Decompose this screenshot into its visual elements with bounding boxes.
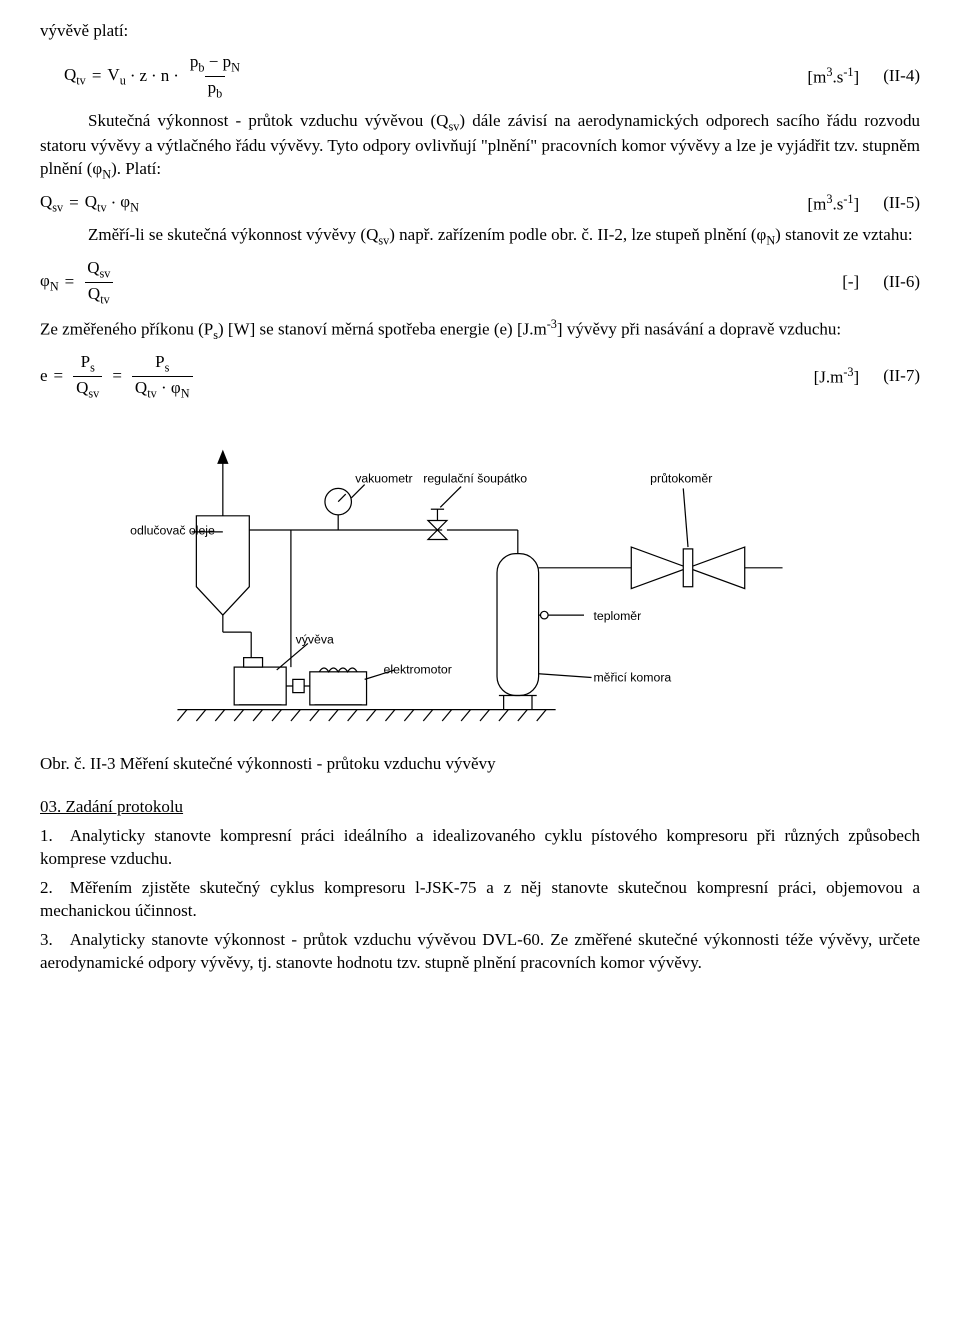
label-prutokomer: průtokoměr	[650, 472, 712, 486]
eq4-dot1: ·	[130, 65, 136, 88]
eq5-eq: =	[69, 192, 79, 215]
eq7-e: e	[40, 365, 48, 388]
eq5-q1: Qsv	[40, 191, 63, 216]
eq4-tag: (II-4)	[883, 65, 920, 88]
eq4-q: Qtv	[64, 64, 86, 89]
eq4-fraction: pb − pN pb	[187, 51, 243, 102]
label-odlucovac: odlučovač oleje	[130, 524, 215, 538]
eq5-unit: [m3.s-1]	[807, 191, 859, 217]
eq7-frac2: Ps Qtv · φN	[132, 351, 193, 402]
eq7-frac1: Ps Qsv	[73, 351, 102, 402]
para-3: Ze změřeného příkonu (Ps) [W] se stanoví…	[40, 316, 920, 344]
eq6-unit: [-]	[842, 271, 859, 294]
eq4-n: n	[161, 65, 170, 88]
task-3: 3. Analyticky stanovte výkonnost - průto…	[40, 929, 920, 975]
eq6-tag: (II-6)	[883, 271, 920, 294]
valve-icon	[428, 509, 447, 539]
eq4-unit: [m3.s-1]	[807, 64, 859, 90]
eq7-unit: [J.m-3]	[814, 364, 860, 390]
equation-ii-4: Qtv = Vu · z · n · pb − pN pb [m3.s-1] (…	[40, 51, 920, 102]
label-komora: měřicí komora	[593, 670, 671, 684]
eq4-z: z	[139, 65, 147, 88]
task-1: 1. Analyticky stanovte kompresní práci i…	[40, 825, 920, 871]
para-1: Skutečná výkonnost - průtok vzduchu vývě…	[40, 110, 920, 183]
eq5-dot: ·	[111, 192, 117, 215]
figure-ii-3: .st { stroke:#000; stroke-width:1.3; fil…	[40, 426, 920, 745]
eq5-q2: Qtv	[85, 191, 107, 216]
eq6-phi: φN	[40, 270, 59, 295]
intro-line: vývěvě platí:	[40, 20, 920, 43]
figure-caption: Obr. č. II-3 Měření skutečné výkonnosti …	[40, 753, 920, 776]
equation-ii-7: e = Ps Qsv = Ps Qtv · φN [J.m-3] (II-7)	[40, 351, 920, 402]
eq5-phi: φN	[120, 191, 139, 216]
para-2: Změří-li se skutečná výkonnost vývěvy (Q…	[40, 224, 920, 249]
eq5-tag: (II-5)	[883, 192, 920, 215]
label-vakuometr: vakuometr	[355, 472, 412, 486]
section-heading: 03. Zadání protokolu	[40, 797, 183, 816]
label-teplomer: teploměr	[593, 609, 641, 623]
task-2: 2. Měřením zjistěte skutečný cyklus komp…	[40, 877, 920, 923]
eq4-dot3: ·	[173, 65, 179, 88]
eq7-eq2: =	[112, 365, 122, 388]
eq6-eq: =	[65, 271, 75, 294]
eq6-fraction: Qsv Qtv	[84, 257, 113, 308]
eq4-dot2: ·	[151, 65, 157, 88]
eq7-tag: (II-7)	[883, 365, 920, 388]
equation-ii-6: φN = Qsv Qtv [-] (II-6)	[40, 257, 920, 308]
eq7-eq1: =	[54, 365, 64, 388]
label-soupatko: regulační šoupátko	[423, 472, 527, 486]
flowmeter-icon	[631, 547, 744, 589]
label-vyveva: vývěva	[296, 633, 334, 647]
eq4-eq: =	[92, 65, 102, 88]
eq4-v: Vu	[107, 64, 125, 89]
equation-ii-5: Qsv = Qtv · φN [m3.s-1] (II-5)	[40, 191, 920, 217]
schematic-svg: .st { stroke:#000; stroke-width:1.3; fil…	[120, 426, 840, 738]
